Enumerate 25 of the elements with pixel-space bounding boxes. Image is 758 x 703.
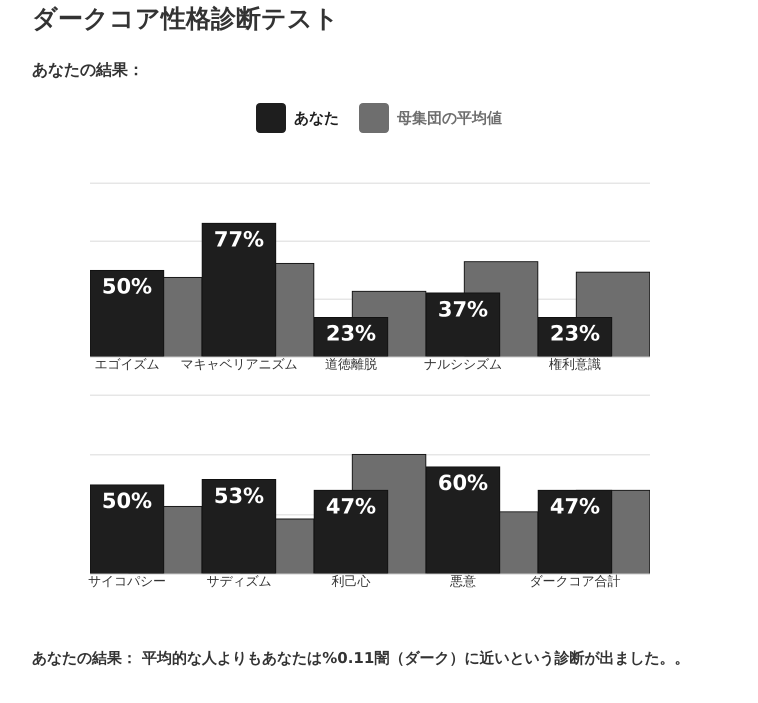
x-tick-label: ナルシシズム	[424, 358, 502, 373]
data-label: 37%	[438, 297, 488, 322]
x-tick-label: 権利意識	[548, 358, 601, 373]
x-tick-label: エゴイズム	[94, 358, 160, 373]
legend-label: あなた	[294, 108, 339, 128]
x-tick-label: マキャベリアニズム	[180, 358, 298, 373]
x-tick-label: サイコパシー	[88, 574, 166, 590]
x-tick-label: 悪意	[448, 574, 476, 590]
chart-title: ダークコア性格診断テスト	[32, 3, 339, 35]
data-label: 60%	[438, 471, 488, 496]
data-label: 77%	[214, 228, 264, 252]
data-label: 23%	[550, 322, 600, 346]
data-label: 47%	[326, 494, 376, 519]
data-label: 50%	[102, 489, 152, 514]
text: あなたの結果： 平均的な人よりもあなたは%0.11闇（ダーク）に近いという診断が出ました。。	[32, 648, 690, 669]
chart-subtitle: あなたの結果：	[32, 60, 144, 81]
data-label: 50%	[102, 274, 152, 299]
legend-label: 母集団の平均値	[397, 108, 502, 128]
data-label: 23%	[326, 322, 376, 346]
data-label: 47%	[550, 494, 600, 519]
x-tick-label: ダークコア合計	[529, 574, 620, 590]
x-tick-label: 道徳離脱	[324, 358, 377, 373]
x-tick-label: サディズム	[206, 574, 272, 590]
data-label: 53%	[214, 484, 264, 508]
x-tick-label: 利己心	[331, 574, 370, 590]
